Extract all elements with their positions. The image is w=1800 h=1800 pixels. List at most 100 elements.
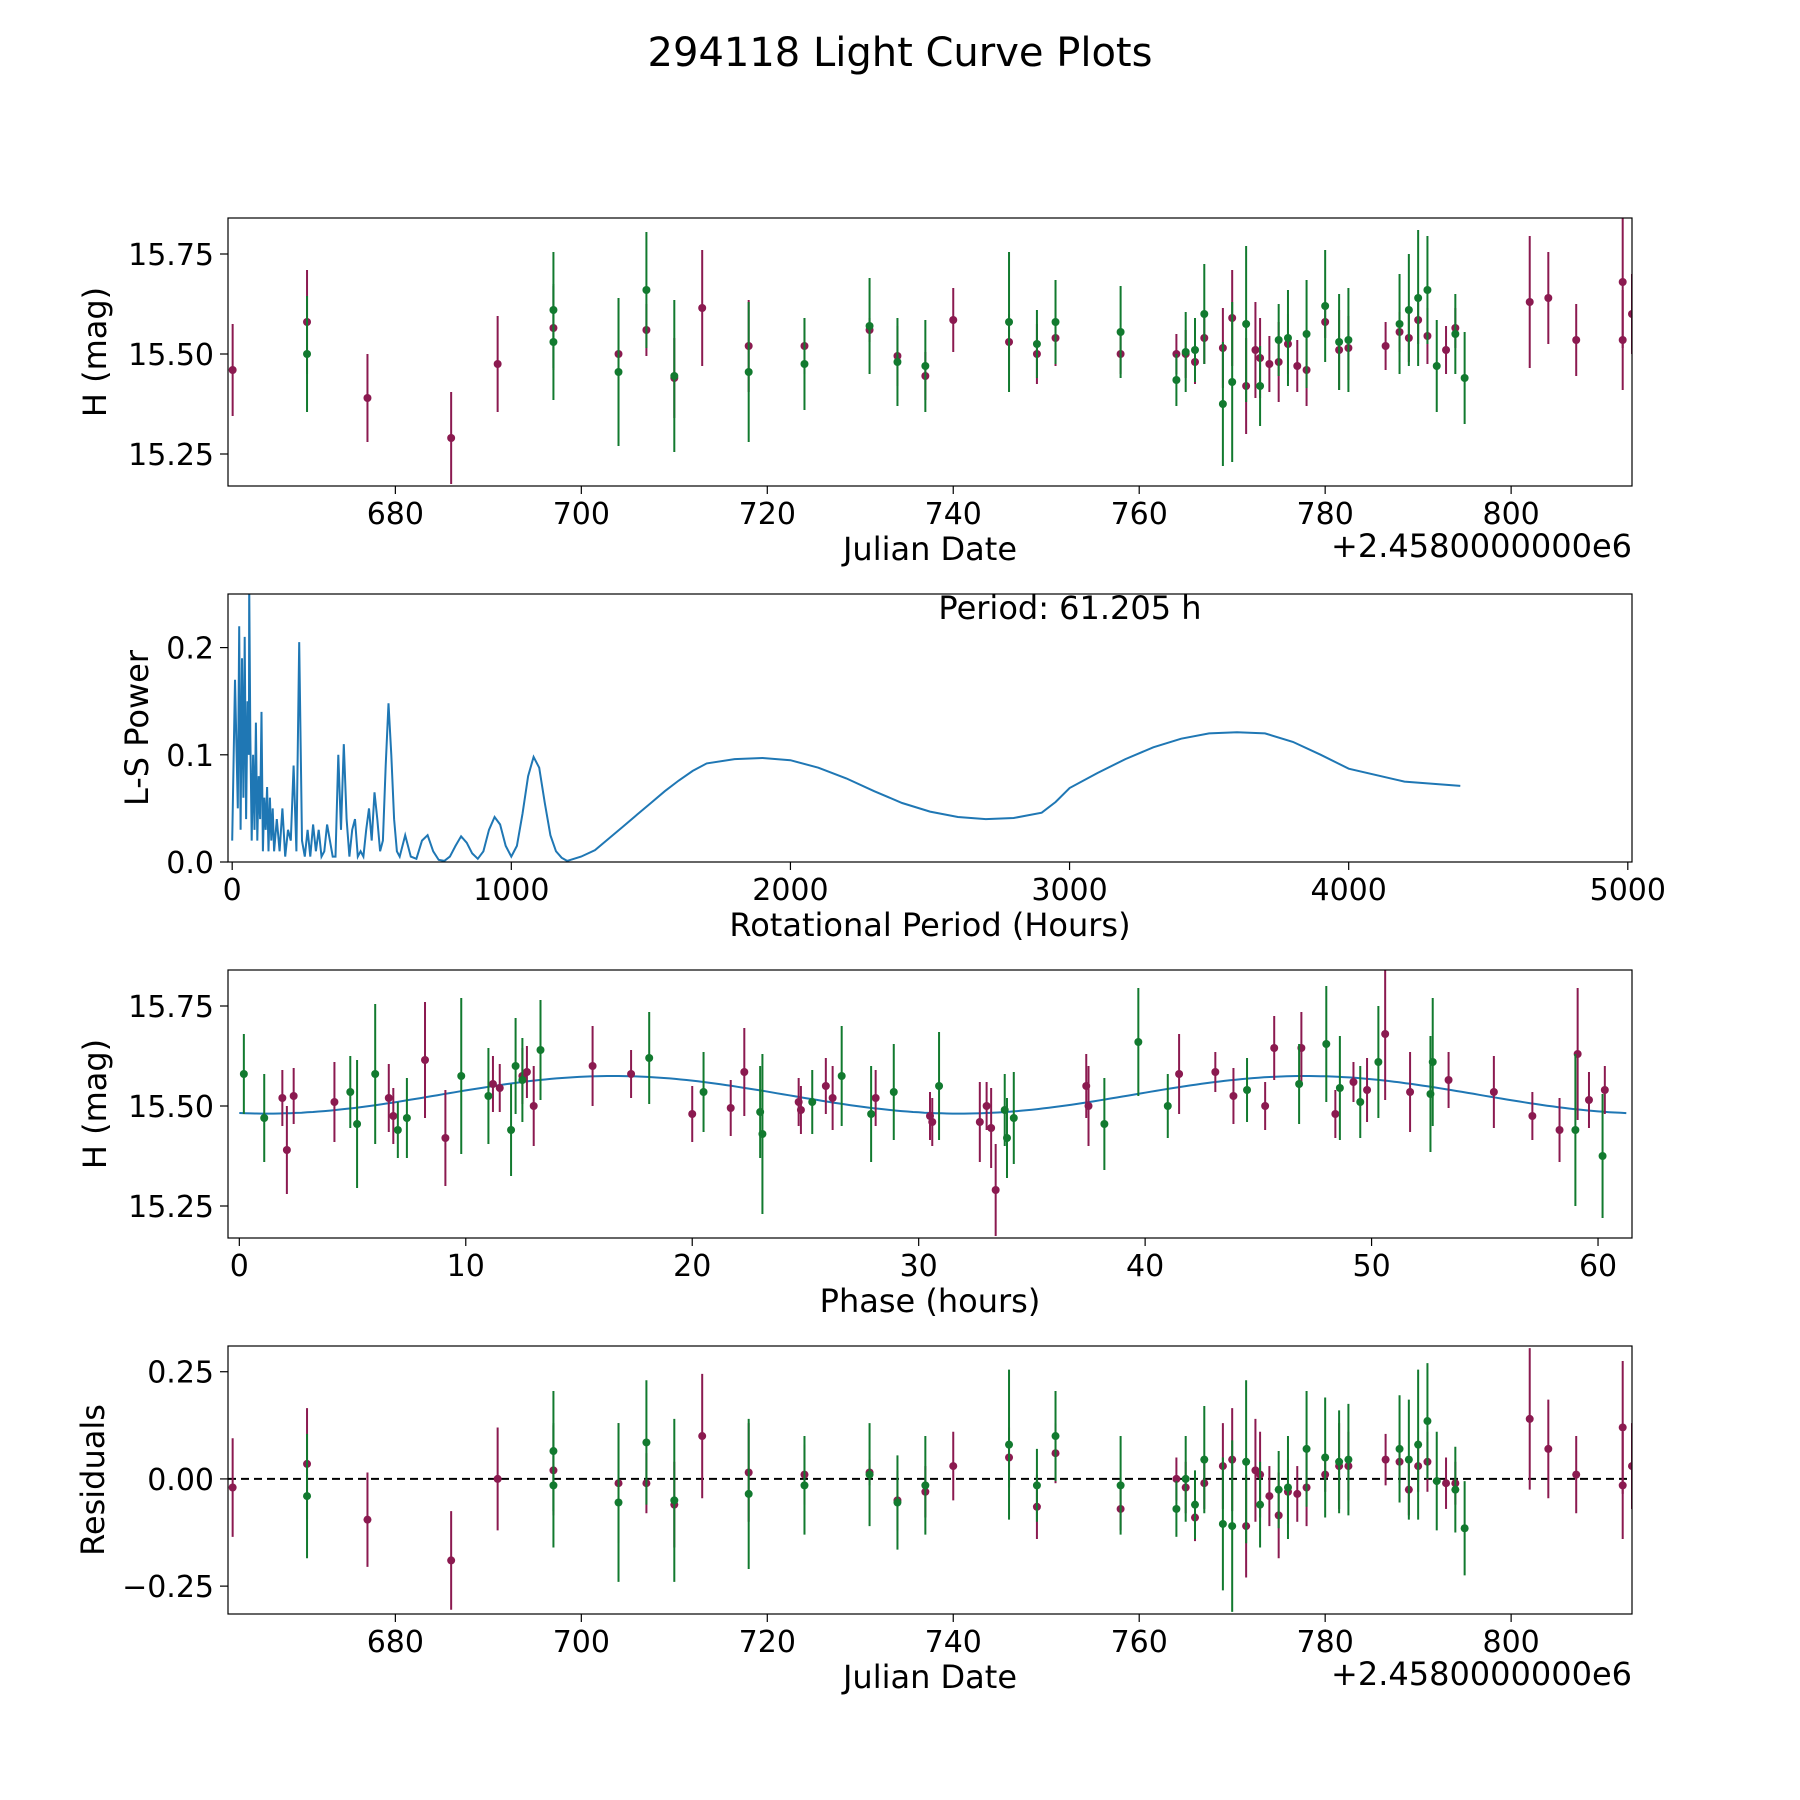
data-point-band_a	[1293, 1489, 1302, 1498]
data-point-band_b	[1432, 1477, 1441, 1486]
data-point-band_b	[1404, 1455, 1413, 1464]
data-point-band_a	[441, 1134, 450, 1142]
residuals-x-tick-label: 740	[925, 1625, 982, 1660]
data-point-band_b	[1335, 1084, 1344, 1092]
data-point-band_a	[1211, 1068, 1220, 1076]
lightcurve-panel: 680 700 720 740 760 780 800 15.25 15.50 15.75 Ju…	[76, 217, 1633, 568]
data-point-band_b	[1274, 1485, 1283, 1494]
data-point-band_b	[808, 1098, 817, 1106]
data-point-band_b	[518, 1076, 527, 1084]
periodogram-x-tick-label: 1000	[473, 873, 549, 908]
periodogram-y-tick-label: 0.1	[166, 739, 214, 774]
data-point-band_b	[1322, 1040, 1331, 1048]
data-point-band_b	[758, 1130, 767, 1138]
data-point-band_a	[1572, 1470, 1581, 1479]
data-point-band_b	[1344, 336, 1353, 344]
periodogram-panel: 0 1000 2000 3000 4000 5000 0.0 0.1 0.2 Period: …	[118, 589, 1666, 944]
periodogram-plot-area	[231, 594, 1461, 862]
data-point-band_a	[1251, 346, 1260, 354]
lightcurve-x-label: Julian Date	[841, 530, 1017, 568]
data-point-band_b	[1116, 328, 1125, 336]
data-point-band_b	[457, 1072, 466, 1080]
data-point-band_b	[1181, 1474, 1190, 1483]
residuals-x-offset: +2.4580000000e6	[1331, 1655, 1632, 1693]
data-point-band_b	[1218, 1519, 1227, 1528]
phased-x-tick-label: 30	[900, 1249, 938, 1284]
phased-y-tick-label: 15.50	[128, 1090, 214, 1125]
data-point-band_b	[1218, 400, 1227, 408]
residuals-y-ticks: −0.25 0.00 0.25	[122, 1356, 228, 1605]
data-point-band_b	[1302, 1444, 1311, 1453]
data-point-band_b	[1172, 1504, 1181, 1513]
data-point-band_b	[371, 1070, 380, 1078]
data-point-band_b	[1009, 1114, 1018, 1122]
data-point-band_a	[1172, 1474, 1181, 1483]
data-point-band_a	[1381, 342, 1390, 350]
data-point-band_a	[1442, 346, 1451, 354]
periodogram-x-tick-label: 3000	[1031, 873, 1107, 908]
phased-x-tick-label: 40	[1126, 1249, 1164, 1284]
data-point-band_a	[495, 1084, 504, 1092]
data-point-band_a	[363, 394, 372, 402]
periodogram-y-ticks: 0.0 0.1 0.2	[166, 632, 228, 881]
lightcurve-x-tick-label: 740	[925, 497, 982, 532]
data-point-band_a	[447, 1556, 456, 1565]
lightcurve-y-tick-label: 15.75	[128, 238, 214, 273]
data-point-band_b	[1335, 338, 1344, 346]
data-point-band_a	[384, 1094, 393, 1102]
data-point-band_b	[1274, 336, 1283, 344]
data-point-band_a	[228, 1483, 237, 1492]
data-point-band_b	[1283, 334, 1292, 342]
data-point-band_b	[1321, 1453, 1330, 1462]
data-point-band_a	[1489, 1088, 1498, 1096]
data-point-band_a	[278, 1094, 287, 1102]
lightcurve-x-tick-label: 700	[553, 497, 610, 532]
lightcurve-x-offset: +2.4580000000e6	[1331, 527, 1632, 565]
data-point-band_a	[1265, 360, 1274, 368]
residuals-y-label: Residuals	[74, 1404, 112, 1556]
data-point-band_b	[260, 1114, 269, 1122]
data-point-band_a	[228, 366, 237, 374]
data-point-band_a	[949, 316, 958, 324]
data-point-band_a	[493, 1474, 502, 1483]
data-point-band_a	[1618, 1423, 1627, 1432]
data-point-band_b	[642, 1438, 651, 1447]
data-point-band_a	[982, 1102, 991, 1110]
periodogram-x-tick-label: 4000	[1311, 873, 1387, 908]
residuals-x-tick-label: 760	[1111, 1625, 1168, 1660]
data-point-band_a	[588, 1062, 597, 1070]
residuals-plot-area	[228, 1348, 1632, 1612]
phased-panel: 0 10 20 30 40 50 60 15.25 15.50 15.75 Phase (hou…	[76, 969, 1633, 1320]
data-point-band_a	[389, 1112, 398, 1120]
data-point-band_b	[1598, 1152, 1607, 1160]
residuals-x-ticks: 680 700 720 740 760 780 800	[367, 1614, 1540, 1660]
data-point-band_b	[867, 1110, 876, 1118]
data-point-band_b	[645, 1054, 654, 1062]
data-point-band_b	[393, 1126, 402, 1134]
data-point-band_a	[1618, 1481, 1627, 1490]
phased-x-ticks: 0 10 20 30 40 50 60	[230, 1238, 1617, 1284]
data-point-band_b	[1228, 1522, 1237, 1531]
data-point-band_a	[493, 360, 502, 368]
periodogram-x-tick-label: 2000	[752, 873, 828, 908]
data-point-band_a	[1544, 1444, 1553, 1453]
data-point-band_b	[935, 1082, 944, 1090]
data-point-band_a	[698, 304, 707, 312]
lightcurve-y-label: H (mag)	[76, 287, 114, 417]
phased-y-tick-label: 15.75	[128, 990, 214, 1025]
data-point-band_a	[289, 1092, 298, 1100]
phased-data-layer	[239, 970, 1627, 1236]
data-point-band_b	[549, 338, 558, 346]
data-point-band_a	[871, 1094, 880, 1102]
data-point-band_a	[1261, 1102, 1270, 1110]
periodogram-x-tick-label: 0	[223, 873, 242, 908]
data-point-band_a	[726, 1104, 735, 1112]
data-point-band_b	[921, 1481, 930, 1490]
data-point-band_b	[239, 1070, 248, 1078]
residuals-x-tick-label: 720	[739, 1625, 796, 1660]
data-point-band_a	[363, 1515, 372, 1524]
periodogram-axes-frame	[227, 593, 1633, 863]
lightcurve-axes-frame	[227, 217, 1633, 487]
periodogram-y-label: L-S Power	[118, 649, 156, 806]
